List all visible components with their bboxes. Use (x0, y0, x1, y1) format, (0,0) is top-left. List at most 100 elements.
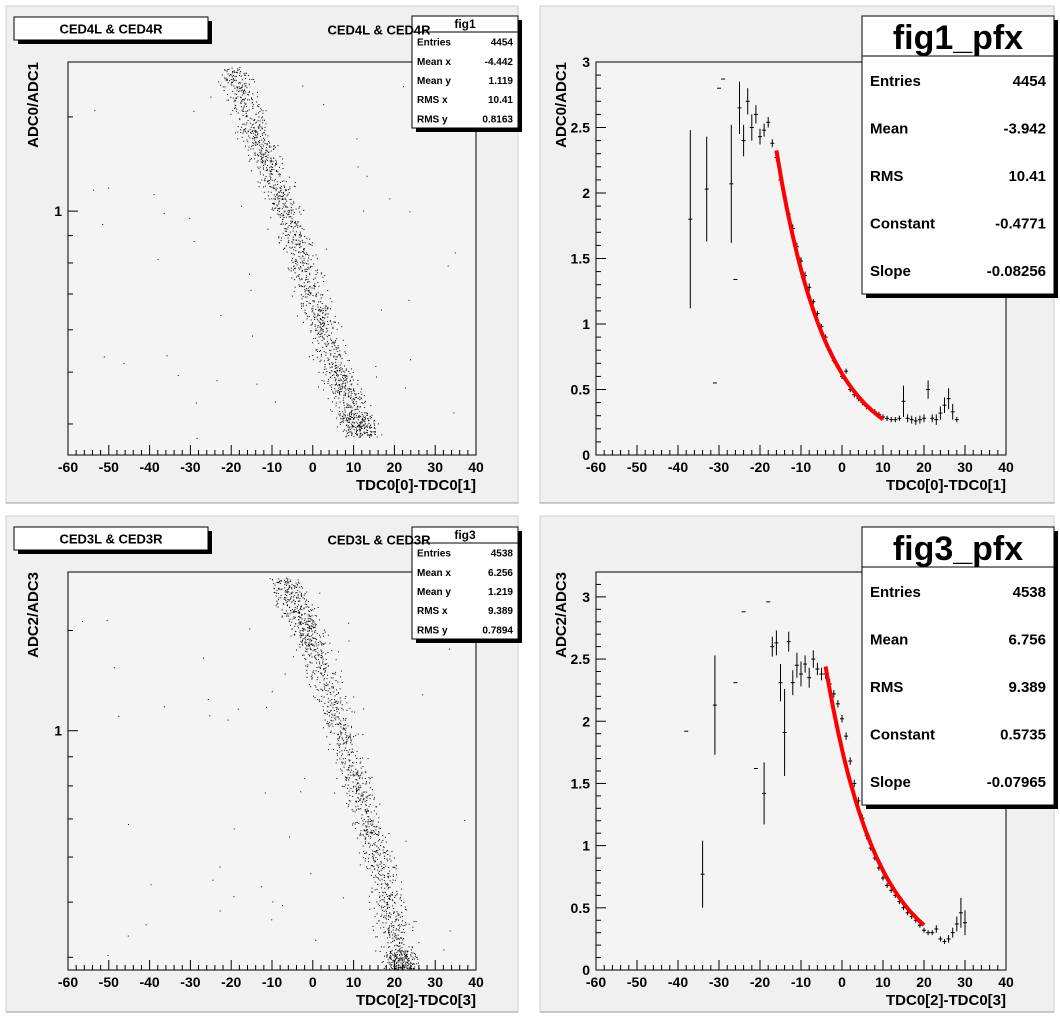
scatter-point (320, 673, 322, 675)
scatter-point (344, 375, 346, 377)
scatter-point (259, 111, 261, 113)
scatter-point (234, 104, 236, 106)
scatter-point (250, 148, 252, 150)
scatter-point (230, 83, 232, 85)
scatter-point (246, 106, 248, 108)
scatter-point (389, 880, 391, 882)
scatter-point (416, 956, 418, 958)
scatter-point (343, 421, 345, 423)
scatter-point (327, 701, 329, 703)
scatter-point (290, 220, 292, 222)
scatter-point (298, 284, 300, 286)
scatter-point (384, 874, 386, 876)
scatter-point (288, 585, 290, 587)
scatter-point (278, 195, 280, 197)
scatter-point (346, 403, 348, 405)
scatter-point (262, 167, 264, 169)
scatter-point (248, 99, 250, 101)
scatter-point (348, 435, 350, 437)
scatter-point (302, 251, 304, 253)
scatter-point (294, 602, 296, 604)
scatter-point (339, 364, 341, 366)
scatter-point (257, 133, 259, 135)
scatter-point (387, 884, 389, 886)
scatter-point (386, 904, 388, 906)
scatter-point (285, 610, 287, 612)
scatter-point (287, 237, 289, 239)
scatter-point (336, 372, 338, 374)
scatter-point (307, 260, 309, 262)
scatter-point (315, 639, 317, 641)
scatter-point (293, 266, 295, 268)
scatter-point (310, 644, 312, 646)
scatter-point (323, 323, 325, 325)
scatter-point (288, 588, 290, 590)
scatter-point (317, 304, 319, 306)
scatter-point (348, 388, 350, 390)
scatter-point (303, 286, 305, 288)
scatter-point (306, 296, 308, 298)
scatter-point (271, 579, 273, 581)
scatter-point (254, 81, 256, 83)
scatter-point (371, 789, 373, 791)
scatter-point (352, 402, 354, 404)
scatter-point (267, 164, 269, 166)
scatter-point (335, 379, 337, 381)
scatter-point (254, 129, 256, 131)
scatter-point (336, 382, 338, 384)
scatter-point (284, 210, 286, 212)
scatter-point (338, 347, 340, 349)
chart-panel-4: -60 -50 -40 -30 -20 -10 0 10 20 30 4000.511.522.53… (327, 515, 1058, 1013)
scatter-point (352, 771, 354, 773)
scatter-point (272, 202, 274, 204)
scatter-point (302, 633, 304, 635)
scatter-point (230, 96, 232, 98)
scatter-point (260, 107, 262, 109)
scatter-point (297, 261, 299, 263)
scatter-point (286, 222, 288, 224)
scatter-point (325, 374, 327, 376)
scatter-point (308, 615, 310, 617)
scatter-point (345, 719, 347, 721)
scatter-point (314, 626, 316, 628)
scatter-point (301, 622, 303, 624)
scatter-point (291, 592, 293, 594)
scatter-point (390, 955, 392, 957)
scatter-point (348, 640, 350, 642)
scatter-point (286, 595, 288, 597)
scatter-point (308, 610, 310, 612)
scatter-point (405, 957, 407, 959)
scatter-point (297, 612, 299, 614)
scatter-point (316, 349, 318, 351)
scatter-point (359, 432, 361, 434)
scatter-point (300, 606, 302, 608)
scatter-point (307, 630, 309, 632)
scatter-point (376, 436, 378, 438)
scatter-point (392, 940, 394, 942)
scatter-point (258, 103, 260, 105)
scatter-point (386, 893, 388, 895)
scatter-point (240, 88, 242, 90)
scatter-point (302, 295, 304, 297)
scatter-point (327, 334, 329, 336)
scatter-point (351, 410, 353, 412)
scatter-point (264, 129, 266, 131)
scatter-point (306, 620, 308, 622)
scatter-point (284, 587, 286, 589)
scatter-point (331, 342, 333, 344)
scatter-point (311, 643, 313, 645)
scatter-point (389, 953, 391, 955)
scatter-point (307, 290, 309, 292)
scatter-point (323, 325, 325, 327)
scatter-point (277, 599, 279, 601)
scatter-point (345, 368, 347, 370)
scatter-point (343, 382, 345, 384)
scatter-point (252, 106, 254, 108)
scatter-point (347, 360, 349, 362)
scatter-point (261, 116, 263, 118)
stats-label: RMS (870, 679, 903, 696)
scatter-point (291, 601, 293, 603)
scatter-point (333, 710, 335, 712)
scatter-point (287, 226, 289, 228)
